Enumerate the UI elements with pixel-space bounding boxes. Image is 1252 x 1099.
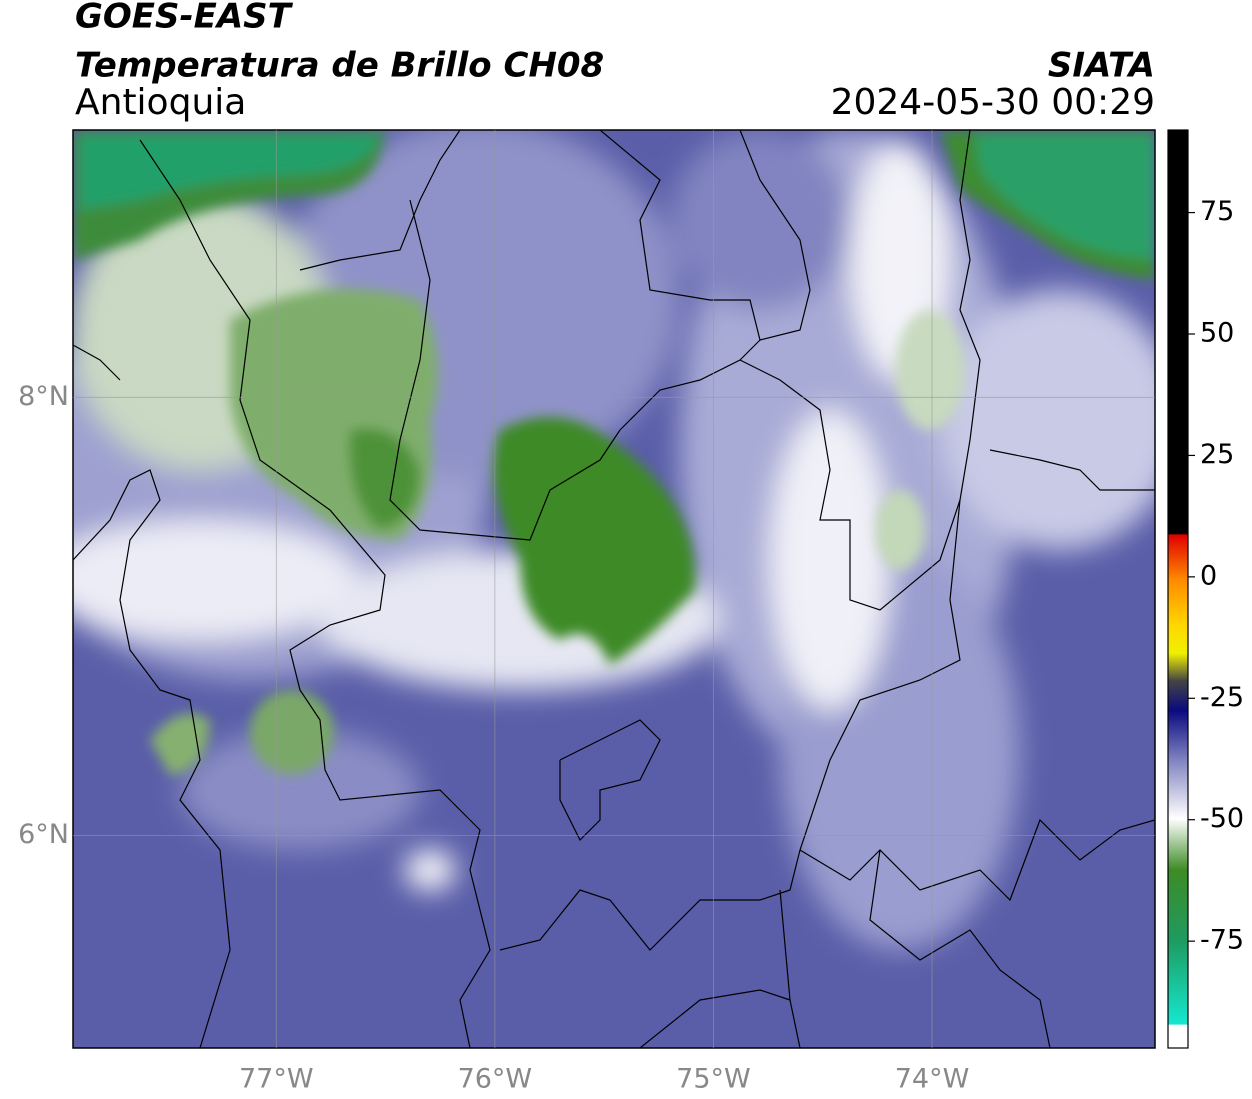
colorbar-tick-label: 50 [1200,318,1234,349]
subtitle: Temperatura de Brillo CH08 [75,46,604,86]
title: GOES-EAST [75,0,294,37]
x-tick-label: 77°W [239,1064,314,1095]
colorbar [1167,129,1189,1049]
colorbar-tick-label: 25 [1200,439,1234,470]
map-frame [72,129,1156,1049]
colorbar-tick-label: -25 [1200,682,1244,713]
map-field [73,130,1155,1048]
region: Antioquia [75,82,246,123]
timestamp: 2024-05-30 00:29 [831,82,1155,123]
colorbar-tick-label: -50 [1200,803,1244,834]
colorbar-tick-label: 75 [1200,196,1234,227]
y-tick-label: 6°N [18,819,69,850]
x-tick-label: 76°W [458,1064,533,1095]
source: SIATA [1048,46,1155,86]
colorbar-tick-label: -75 [1200,925,1244,956]
x-tick-label: 74°W [895,1064,970,1095]
x-tick-label: 75°W [676,1064,751,1095]
colorbar-tick-label: 0 [1200,560,1217,591]
y-tick-label: 8°N [18,381,69,412]
